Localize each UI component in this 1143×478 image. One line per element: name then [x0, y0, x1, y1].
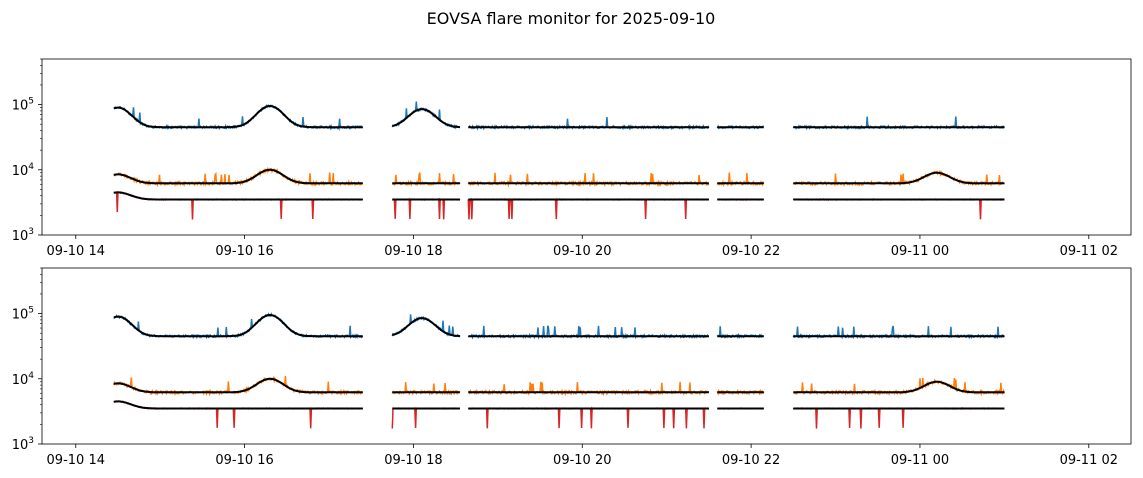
x-tick-label: 09-10 14: [47, 244, 105, 259]
series-low-segment-2: [467, 197, 709, 220]
series-low-segment-0: [113, 400, 364, 429]
x-tick-label: 09-10 16: [215, 244, 273, 259]
y-tick-label: 104: [12, 371, 35, 388]
x-tick-label: 09-10 20: [553, 244, 611, 259]
plot-area: [113, 101, 1006, 220]
series-high-segment-1: [391, 101, 461, 130]
x-tick-label: 09-10 16: [215, 453, 273, 468]
series-mid-smooth-0: [113, 377, 363, 394]
y-tick-label: 105: [12, 97, 34, 114]
x-tick-label: 09-11 02: [1060, 244, 1118, 259]
series-low-segment-0: [113, 190, 364, 220]
series-mid-smooth-4: [793, 380, 1005, 394]
axes-frame: [41, 58, 1132, 236]
axes-frame: [41, 267, 1132, 445]
y-tick-label: 105: [12, 306, 34, 323]
chart-panel-bottom: 09-10 14 09-10 16 09-10 18 09-10 20 09-10 22…: [12, 267, 1132, 468]
x-tick-label: 09-10 14: [47, 453, 105, 468]
series-low-segment-1: [391, 407, 461, 429]
series-mid-smooth-0: [113, 168, 363, 185]
series-high-segment-0: [113, 312, 364, 340]
series-low-segment-4: [792, 407, 1005, 429]
figure-title: EOVSA flare monitor for 2025-09-10: [427, 9, 716, 28]
series-high-segment-0: [113, 104, 364, 132]
y-tick-label: 103: [12, 227, 34, 244]
x-tick-label: 09-10 22: [722, 244, 780, 259]
y-tick-label: 104: [12, 162, 35, 179]
chart-panel-top: 09-10 14 09-10 16 09-10 18 09-10 20 09-10 22…: [12, 58, 1132, 259]
series-high-smooth-1: [392, 317, 460, 337]
series-high-smooth-0: [113, 313, 363, 338]
y-tick-label: 103: [12, 436, 34, 453]
series-low-smooth-0: [113, 191, 363, 201]
x-tick-label: 09-11 02: [1060, 453, 1118, 468]
x-tick-label: 09-11 00: [891, 453, 949, 468]
series-low-smooth-0: [113, 400, 363, 410]
x-tick-label: 09-10 18: [384, 453, 442, 468]
series-low-segment-1: [392, 197, 461, 220]
plot-area: [113, 312, 1006, 429]
series-low-segment-2: [467, 406, 710, 429]
x-tick-label: 09-10 20: [553, 453, 611, 468]
series-low-segment-4: [792, 198, 1005, 220]
x-tick-label: 09-11 00: [891, 244, 949, 259]
chart-panels: 09-10 14 09-10 16 09-10 18 09-10 20 09-10 22…: [12, 58, 1132, 468]
series-high-smooth-1: [392, 108, 460, 128]
series-mid-smooth-4: [793, 171, 1005, 185]
x-tick-label: 09-10 18: [384, 244, 442, 259]
series-high-segment-1: [391, 314, 461, 338]
series-high-smooth-0: [113, 104, 363, 129]
x-tick-label: 09-10 22: [722, 453, 780, 468]
